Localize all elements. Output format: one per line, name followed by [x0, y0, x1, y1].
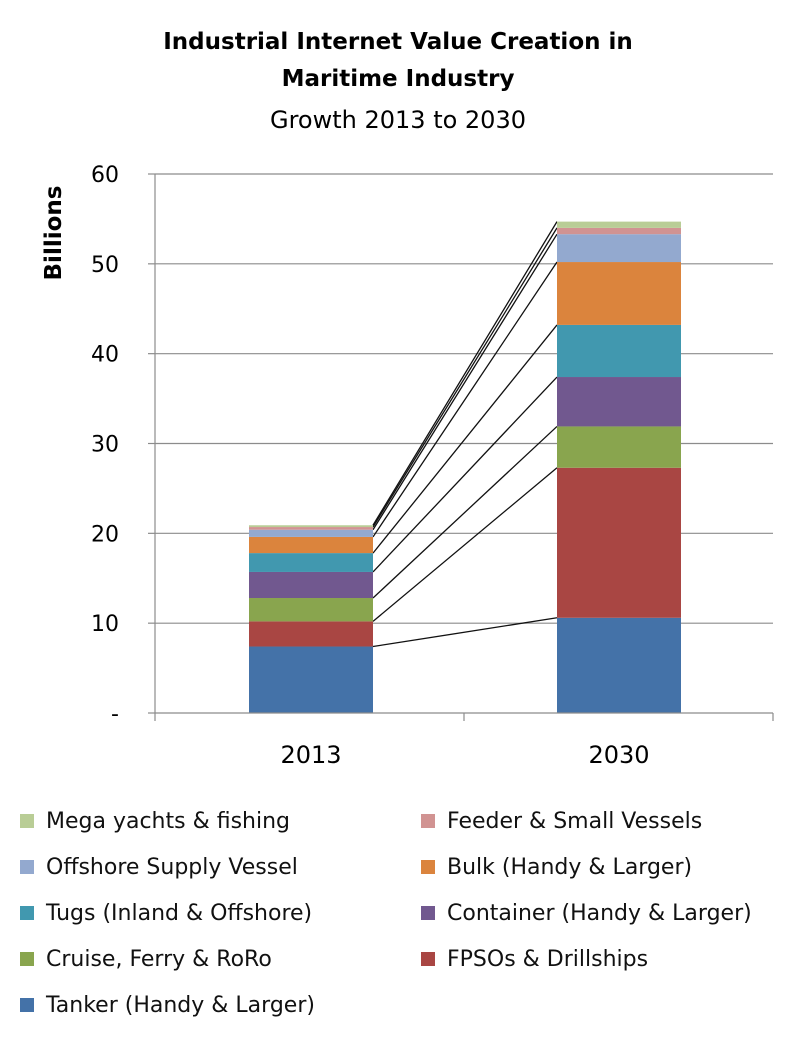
series-line-offshore-supply-vessel: [372, 233, 558, 531]
legend-item-cruise-ferry-roro: Cruise, Ferry & RoRo: [20, 944, 272, 974]
y-tick-label-10: 10: [91, 612, 119, 637]
bar-2013-tanker-handy-larger: [249, 646, 373, 713]
x-tick-label-2030: 2030: [588, 741, 649, 769]
bar-2013-mega-yachts-fishing: [249, 525, 373, 528]
legend-label: Cruise, Ferry & RoRo: [46, 946, 272, 972]
series-line-tugs-inland-offshore: [372, 324, 558, 554]
y-axis-label: Billions: [41, 186, 67, 281]
legend-label: Offshore Supply Vessel: [46, 854, 298, 880]
bar-2030-mega-yachts-fishing: [557, 221, 681, 228]
bar-2030-container-handy-larger: [557, 377, 681, 427]
series-line-cruise-ferry-roro: [372, 425, 558, 599]
bar-2013-feeder-small-vessels: [249, 527, 373, 530]
legend-swatch: [421, 860, 435, 874]
legend-swatch: [421, 814, 435, 828]
legend-label: Tugs (Inland & Offshore): [46, 900, 313, 926]
legend-swatch: [20, 952, 34, 966]
legend-label: Bulk (Handy & Larger): [447, 854, 693, 880]
series-line-mega-yachts-fishing: [372, 221, 558, 526]
legend-swatch: [20, 814, 34, 828]
legend: Mega yachts & fishing Feeder & Small Vess…: [0, 800, 799, 1040]
series-line-bulk-handy-larger: [372, 261, 558, 538]
chart-title-line-1: Industrial Internet Value Creation in: [163, 29, 633, 55]
bar-2030-cruise-ferry-roro: [557, 426, 681, 468]
bar-2030-tanker-handy-larger: [557, 617, 681, 713]
legend-swatch: [20, 998, 34, 1012]
y-tick-label-20: 20: [91, 522, 119, 547]
series-line-feeder-small-vessels: [372, 227, 558, 528]
legend-item-container-handy-larger: Container (Handy & Larger): [421, 898, 752, 928]
legend-item-offshore-supply-vessel: Offshore Supply Vessel: [20, 852, 298, 882]
legend-label: Feeder & Small Vessels: [447, 808, 703, 834]
series-line-fpsos-drillships: [372, 467, 558, 622]
bar-2030-offshore-supply-vessel: [557, 234, 681, 263]
legend-label: Container (Handy & Larger): [447, 900, 752, 926]
x-tick-label-2013: 2013: [280, 741, 341, 769]
y-tick-label-40: 40: [91, 343, 119, 368]
bar-2030-bulk-handy-larger: [557, 262, 681, 325]
y-tick-label-30: 30: [91, 433, 119, 458]
bar-2030-fpsos-drillships: [557, 467, 681, 618]
series-line-tanker-handy-larger: [372, 617, 558, 648]
bar-2013-tugs-inland-offshore: [249, 553, 373, 572]
legend-item-feeder-small-vessels: Feeder & Small Vessels: [421, 806, 702, 836]
chart-title-line-2: Maritime Industry: [282, 66, 515, 92]
chart-subtitle: Growth 2013 to 2030: [270, 106, 526, 134]
legend-item-fpsos-drillships: FPSOs & Drillships: [421, 944, 648, 974]
bar-2013-cruise-ferry-roro: [249, 598, 373, 622]
y-tick-label-0: -: [111, 702, 119, 727]
legend-swatch: [20, 906, 34, 920]
legend-label: FPSOs & Drillships: [447, 946, 649, 972]
bar-2030-tugs-inland-offshore: [557, 324, 681, 378]
bar-2013-offshore-supply-vessel: [249, 529, 373, 537]
legend-swatch: [421, 906, 435, 920]
bar-2030-feeder-small-vessels: [557, 227, 681, 235]
legend-label: Tanker (Handy & Larger): [46, 992, 315, 1018]
series-line-container-handy-larger: [372, 376, 558, 573]
legend-label: Mega yachts & fishing: [46, 808, 291, 834]
y-tick-label-60: 60: [91, 163, 119, 188]
bar-2013-container-handy-larger: [249, 571, 373, 599]
legend-item-mega-yachts-fishing: Mega yachts & fishing: [20, 806, 290, 836]
legend-item-tugs-inland-offshore: Tugs (Inland & Offshore): [20, 898, 312, 928]
legend-swatch: [421, 952, 435, 966]
bar-2013-fpsos-drillships: [249, 621, 373, 647]
legend-item-tanker-handy-larger: Tanker (Handy & Larger): [20, 990, 315, 1020]
bar-2013-bulk-handy-larger: [249, 536, 373, 554]
y-tick-label-50: 50: [91, 253, 119, 278]
legend-item-bulk-handy-larger: Bulk (Handy & Larger): [421, 852, 692, 882]
chart: Industrial Internet Value Creation in Ma…: [41, 29, 774, 769]
legend-swatch: [20, 860, 34, 874]
